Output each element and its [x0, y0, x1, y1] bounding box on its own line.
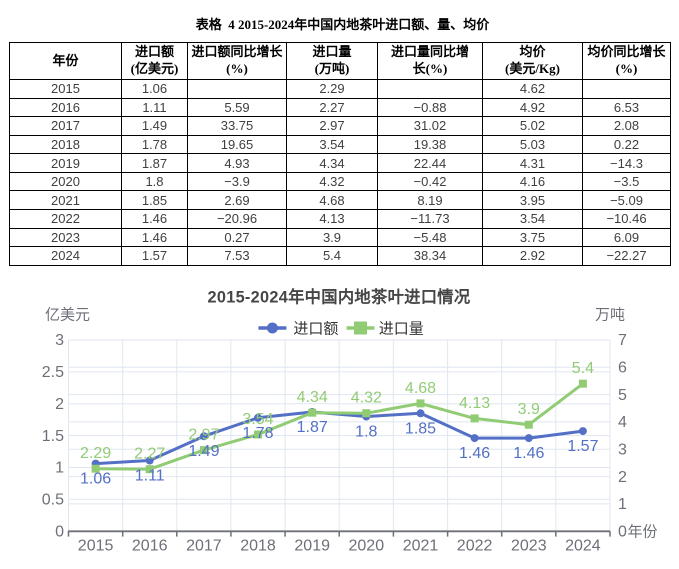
svg-text:0.5: 0.5	[42, 492, 64, 509]
svg-text:1.57: 1.57	[567, 438, 598, 455]
svg-text:2.97: 2.97	[188, 427, 219, 444]
svg-text:1.11: 1.11	[135, 468, 165, 485]
svg-text:1.87: 1.87	[297, 419, 328, 436]
svg-text:2015-2024年中国内地茶叶进口情况: 2015-2024年中国内地茶叶进口情况	[208, 288, 471, 307]
svg-text:年份: 年份	[628, 523, 658, 540]
svg-text:2024: 2024	[565, 538, 601, 555]
svg-text:5: 5	[618, 387, 627, 404]
svg-text:1.5: 1.5	[42, 428, 64, 445]
svg-text:2015: 2015	[78, 538, 114, 555]
svg-text:1: 1	[618, 496, 627, 513]
svg-text:2023: 2023	[511, 538, 547, 555]
svg-text:0: 0	[55, 523, 64, 540]
svg-text:2.27: 2.27	[134, 446, 165, 463]
svg-text:1.06: 1.06	[80, 471, 111, 488]
svg-text:5.4: 5.4	[572, 360, 594, 377]
svg-text:4.32: 4.32	[351, 390, 382, 407]
svg-text:3.54: 3.54	[242, 411, 273, 428]
svg-text:进口额: 进口额	[293, 321, 338, 338]
svg-text:0: 0	[618, 523, 627, 540]
svg-text:7: 7	[618, 332, 627, 349]
svg-text:2020: 2020	[349, 538, 385, 555]
svg-text:1.46: 1.46	[459, 445, 490, 462]
svg-text:3: 3	[55, 332, 64, 349]
svg-text:2018: 2018	[240, 538, 276, 555]
svg-text:1.8: 1.8	[355, 424, 377, 441]
svg-text:1.85: 1.85	[405, 420, 436, 437]
svg-text:4: 4	[618, 414, 627, 431]
svg-text:2021: 2021	[403, 538, 439, 555]
svg-text:6: 6	[618, 360, 627, 377]
svg-text:4.68: 4.68	[405, 380, 436, 397]
svg-text:万吨: 万吨	[595, 307, 625, 324]
svg-text:1.46: 1.46	[513, 445, 544, 462]
svg-text:3.9: 3.9	[518, 401, 540, 418]
svg-text:1.49: 1.49	[188, 443, 219, 460]
svg-text:亿美元: 亿美元	[45, 307, 90, 324]
svg-text:3: 3	[618, 442, 627, 459]
svg-text:2: 2	[618, 469, 627, 486]
svg-text:2017: 2017	[186, 538, 222, 555]
svg-text:1.78: 1.78	[242, 425, 273, 442]
svg-text:4.34: 4.34	[297, 389, 328, 406]
svg-text:2.29: 2.29	[80, 445, 111, 462]
svg-text:2: 2	[55, 396, 64, 413]
svg-text:4.13: 4.13	[459, 395, 490, 412]
svg-text:2.5: 2.5	[42, 364, 64, 381]
svg-text:2019: 2019	[294, 538, 330, 555]
svg-text:1: 1	[55, 460, 64, 477]
svg-text:2016: 2016	[132, 538, 168, 555]
svg-text:2022: 2022	[457, 538, 493, 555]
svg-text:进口量: 进口量	[379, 321, 424, 338]
